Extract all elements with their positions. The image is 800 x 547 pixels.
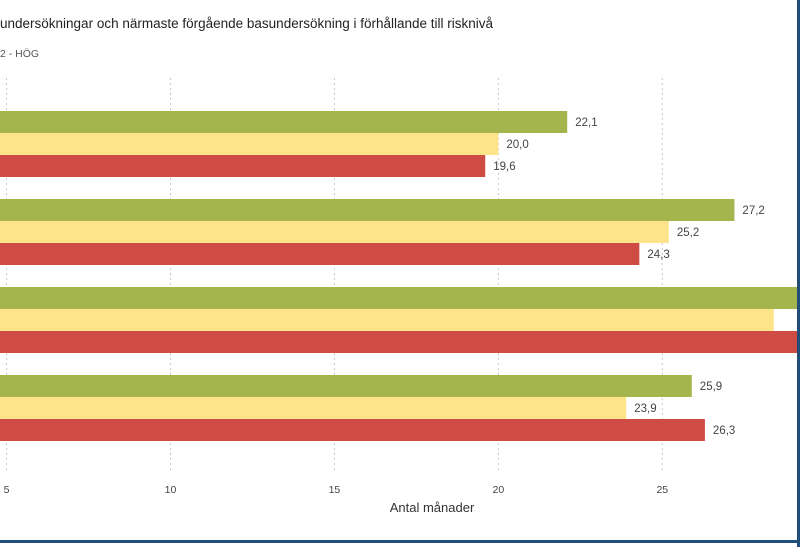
bar	[0, 419, 705, 441]
bar-value-label: 27,2	[742, 205, 764, 217]
bar	[0, 111, 568, 133]
x-axis-title: Antal månader	[390, 500, 475, 515]
chart-subtitle: 2 - HÖG	[0, 48, 40, 60]
bar-value-label: 20,0	[506, 139, 528, 151]
bar	[0, 133, 499, 155]
bar	[0, 331, 800, 353]
frame-border-bottom	[0, 540, 800, 543]
bar-value-label: 25,9	[700, 381, 722, 393]
x-tick-label: 20	[493, 484, 505, 496]
x-tick-label: 15	[329, 484, 341, 496]
bar-value-label: 22,1	[575, 117, 597, 129]
x-tick-label: 25	[656, 484, 668, 496]
bar	[0, 243, 640, 265]
bar-value-label: 24,3	[647, 249, 669, 261]
bar-value-label: 26,3	[713, 425, 735, 437]
bar-value-label: 25,2	[677, 227, 699, 239]
chart-title: undersökningar och närmaste förgående ba…	[0, 16, 494, 31]
bar	[0, 397, 627, 419]
bar	[0, 221, 669, 243]
bar-value-label: 19,6	[493, 161, 515, 173]
bar	[0, 375, 692, 397]
bar	[0, 309, 774, 331]
bar	[0, 287, 800, 309]
x-tick-label: 5	[4, 484, 10, 496]
bar	[0, 199, 735, 221]
bar-value-label: 23,9	[634, 403, 656, 415]
x-tick-label: 10	[165, 484, 177, 496]
frame-border-right	[797, 0, 800, 547]
bar	[0, 155, 486, 177]
